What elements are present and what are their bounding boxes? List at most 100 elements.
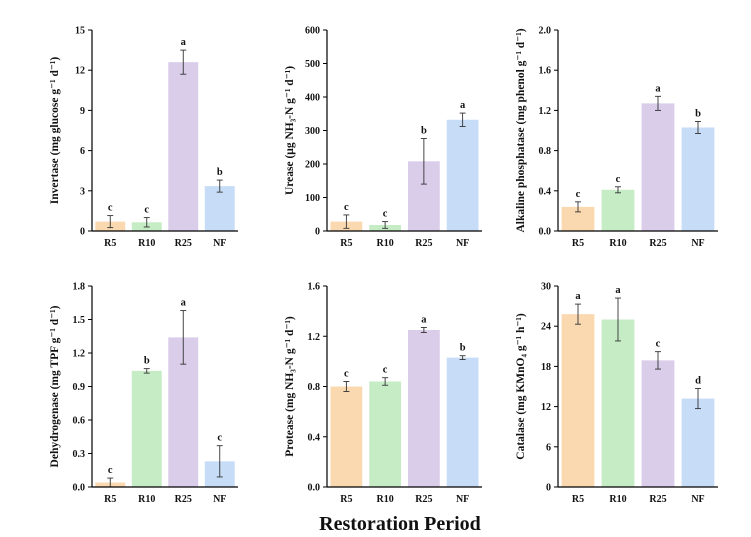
y-tick-label: 100	[305, 193, 320, 204]
error-bar	[343, 214, 350, 229]
y-tick-label: 18	[541, 362, 551, 373]
bar	[561, 314, 595, 487]
error-bar	[575, 303, 581, 325]
significance-label: a	[655, 83, 661, 94]
y-tick-label: 300	[305, 126, 320, 137]
significance-label: c	[108, 203, 113, 214]
error-bar	[143, 217, 150, 228]
bar	[681, 127, 715, 231]
x-tick-label: R25	[415, 238, 432, 249]
error-bar	[382, 221, 389, 229]
y-tick-label: 500	[305, 59, 320, 70]
y-tick-label: 24	[541, 322, 551, 333]
error-bar	[459, 355, 466, 360]
y-tick-label: 1.6	[539, 66, 552, 77]
x-tick-label: NF	[213, 494, 226, 505]
bar	[446, 357, 479, 487]
y-tick-label: 30	[541, 282, 551, 293]
significance-label: a	[421, 314, 427, 325]
y-tick-label: 0.8	[539, 146, 552, 157]
x-tick-label: R10	[377, 238, 394, 249]
error-bar	[107, 215, 114, 229]
bar	[641, 360, 675, 487]
x-tick-label: NF	[691, 238, 704, 249]
error-bar	[216, 179, 223, 193]
y-tick-label: 6	[80, 146, 85, 157]
chart-panel: c R5 c R10 a R25 b NF 0.0 0.4 0.8 1.2 1.6 2.0 Alkaline…	[515, 26, 718, 249]
y-tick-label: 400	[305, 93, 320, 104]
significance-label: c	[144, 205, 149, 216]
y-axis-label: Catalase (mg KMnO₄ g⁻¹ h⁻¹)	[515, 313, 527, 460]
significance-label: b	[460, 343, 466, 354]
error-bar	[382, 377, 389, 386]
y-tick-label: 12	[75, 66, 85, 77]
significance-label: c	[383, 209, 388, 220]
x-tick-label: R10	[377, 494, 394, 505]
error-bar	[143, 368, 150, 374]
significance-label: c	[656, 339, 661, 350]
error-bar	[695, 121, 701, 134]
y-tick-label: 0	[546, 483, 551, 494]
bar	[407, 329, 440, 487]
bar	[641, 103, 675, 231]
y-tick-label: 0.0	[308, 483, 321, 494]
significance-label: c	[108, 465, 113, 476]
y-tick-label: 6	[546, 442, 551, 453]
y-tick-label: 0.6	[73, 416, 86, 427]
significance-label: d	[695, 376, 701, 387]
error-bar	[459, 112, 466, 127]
y-tick-label: 1.6	[308, 282, 321, 293]
bar	[681, 398, 715, 487]
y-axis-label: Invertase (mg glucose g⁻¹ d⁻¹)	[49, 57, 61, 205]
y-tick-label: 1.8	[73, 282, 86, 293]
significance-label: c	[344, 202, 349, 213]
y-tick-label: 0.9	[73, 382, 86, 393]
y-tick-label: 12	[541, 402, 551, 413]
significance-label: b	[421, 126, 427, 137]
error-bar	[180, 310, 187, 365]
y-tick-label: 9	[80, 106, 85, 117]
x-tick-label: R5	[340, 238, 352, 249]
y-tick-label: 0	[315, 227, 320, 238]
x-tick-label: R25	[175, 238, 192, 249]
chart-panels: c R5 c R10 a R25 b NF 0 3 6 9 12 15 Invertase (mg gluc…	[49, 26, 718, 505]
error-bar	[615, 297, 621, 342]
significance-label: a	[575, 291, 581, 302]
chart-panel: c R5 c R10 a R25 b NF 0 3 6 9 12 15 Invertase (mg gluc…	[49, 26, 238, 249]
significance-label: c	[383, 365, 388, 376]
significance-label: b	[144, 356, 150, 367]
y-tick-label: 0.0	[73, 483, 86, 494]
significance-label: a	[181, 37, 187, 48]
x-tick-label: R5	[340, 494, 352, 505]
y-tick-label: 0.4	[308, 432, 321, 443]
error-bar	[343, 381, 350, 392]
bar	[330, 386, 363, 487]
error-bar	[655, 351, 661, 370]
error-bar	[615, 186, 621, 194]
significance-label: a	[615, 285, 621, 296]
significance-label: c	[576, 189, 581, 200]
figure-x-axis-label: Restoration Period	[319, 513, 481, 535]
error-bar	[420, 327, 427, 333]
y-axis-label: Alkaline phosphatase (mg phenol g⁻¹ d⁻¹)	[515, 28, 527, 232]
significance-label: a	[181, 298, 187, 309]
x-tick-label: NF	[691, 494, 704, 505]
x-tick-label: R5	[572, 238, 584, 249]
y-tick-label: 1.2	[539, 106, 552, 117]
significance-label: c	[217, 433, 222, 444]
y-axis-label: Dehydrogenase (mg TPF g⁻¹ d⁻¹)	[49, 305, 61, 467]
chart-panel: c R5 b R10 a R25 c NF 0.0 0.3 0.6 0.9 1.2 1.5 1.8 Dehyd…	[49, 282, 238, 505]
y-tick-label: 15	[75, 26, 85, 37]
x-tick-label: R10	[138, 494, 155, 505]
chart-panel: a R5 a R10 c R25 d NF 0 6 12 18 24 30 Catalase (mg KMn…	[515, 282, 718, 505]
x-tick-label: R25	[175, 494, 192, 505]
x-tick-label: NF	[213, 238, 226, 249]
error-bar	[216, 445, 223, 478]
y-tick-label: 0.0	[539, 227, 552, 238]
x-tick-label: NF	[456, 494, 469, 505]
y-tick-label: 0.4	[539, 186, 552, 197]
x-tick-label: NF	[456, 238, 469, 249]
y-tick-label: 0.8	[308, 382, 321, 393]
significance-label: c	[616, 174, 621, 185]
